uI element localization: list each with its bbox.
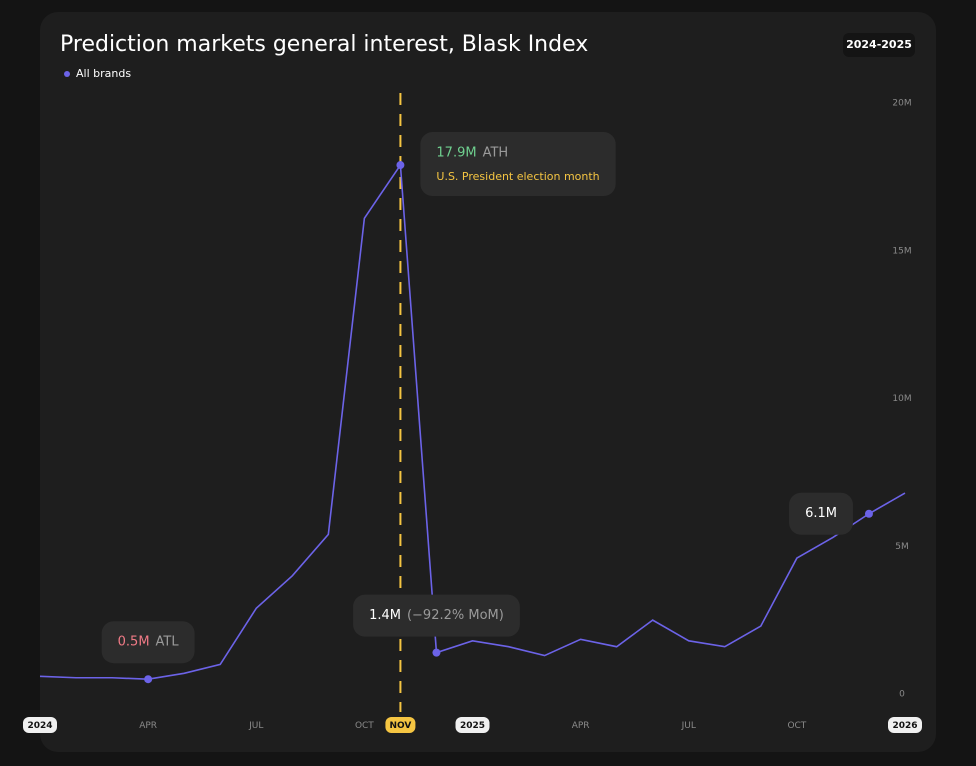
callout: 0.5M ATL bbox=[101, 621, 195, 664]
data-point bbox=[144, 675, 153, 684]
x-tick-label: OCT bbox=[787, 721, 806, 731]
period: 2024-2025 bbox=[846, 38, 912, 51]
legend-dot bbox=[64, 71, 70, 77]
x-tick-label: APR bbox=[139, 721, 157, 731]
plot: 0 5M 10M 15M 20M 2024 APR JUL OCT NOV 2025 APR JUL OC… bbox=[23, 93, 922, 733]
chart-title: Prediction markets general interest, Bla… bbox=[60, 32, 588, 57]
data-label: 6.1M bbox=[805, 506, 837, 521]
data-point bbox=[432, 648, 441, 657]
x-tick-label: JUL bbox=[248, 721, 263, 731]
data-tag: (−92.2% MoM) bbox=[407, 608, 504, 623]
y-tick-label: 20M bbox=[892, 99, 911, 109]
callout-box bbox=[101, 621, 195, 664]
y-tick-label: 10M bbox=[892, 394, 911, 404]
data-note: U.S. President election month bbox=[436, 170, 599, 183]
x-tick-label: 2024 bbox=[27, 721, 52, 731]
callout-box bbox=[420, 132, 616, 197]
x-tick-label: NOV bbox=[389, 721, 411, 731]
data-label: 0.5M bbox=[118, 635, 150, 650]
data-label: 1.4M bbox=[369, 608, 401, 623]
x-tick-label: APR bbox=[572, 721, 590, 731]
callout-box bbox=[789, 492, 853, 535]
data-tag: ATH bbox=[483, 146, 509, 161]
data-tag: ATL bbox=[156, 635, 180, 650]
period-badge bbox=[843, 33, 915, 57]
y-tick-label: 0 bbox=[899, 690, 905, 700]
x-tick-label: OCT bbox=[355, 721, 374, 731]
data-point bbox=[864, 509, 873, 518]
legend-label: All brands bbox=[76, 67, 131, 80]
callout: 6.1M bbox=[789, 492, 853, 535]
x-tick-label: JUL bbox=[681, 721, 696, 731]
x-tick-pill bbox=[385, 717, 416, 733]
x-tick-pill bbox=[23, 717, 57, 733]
data-label: 17.9M bbox=[436, 146, 476, 161]
callout: 17.9M ATH U.S. President election month bbox=[420, 132, 616, 197]
card bbox=[40, 12, 936, 752]
callout: 1.4M (−92.2% MoM) bbox=[353, 594, 520, 637]
x-tick-label: 2026 bbox=[892, 721, 917, 731]
x-tick-pill bbox=[455, 717, 490, 733]
y-tick-label: 5M bbox=[895, 542, 909, 552]
x-tick-label: 2025 bbox=[460, 721, 485, 731]
x-tick-pill bbox=[888, 717, 922, 733]
callout-box bbox=[353, 594, 520, 637]
data-point bbox=[396, 161, 405, 170]
y-tick-label: 15M bbox=[892, 246, 911, 256]
series-line bbox=[39, 162, 906, 681]
